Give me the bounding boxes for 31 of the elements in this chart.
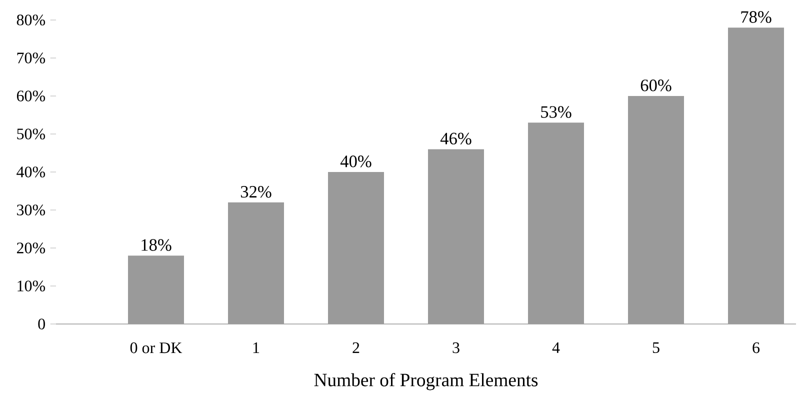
x-tick-label: 4: [552, 342, 560, 353]
y-tick-label: 0: [38, 318, 45, 330]
bar: [528, 122, 584, 324]
data-label: 46%: [440, 132, 472, 144]
y-tick-label: 20%: [16, 242, 46, 254]
data-label: 60%: [640, 80, 672, 92]
data-label: 18%: [142, 239, 172, 251]
x-tick-label: 6: [752, 342, 760, 354]
data-label: 32%: [240, 186, 272, 198]
y-tick-label: 50%: [17, 128, 46, 140]
data-label: 40%: [340, 156, 372, 168]
y-tick-label: 80%: [16, 14, 46, 26]
data-label: 53%: [541, 106, 572, 118]
y-tick-label: 60%: [16, 90, 46, 102]
bar: [428, 149, 484, 324]
bar: [628, 96, 684, 324]
bar: [228, 202, 284, 324]
data-label: 78%: [741, 11, 772, 23]
y-tick-label: 40%: [16, 166, 46, 178]
y-tick-label: 10%: [18, 280, 46, 292]
bar: [328, 172, 384, 324]
x-axis-title: Number of Program Elements: [314, 373, 538, 390]
x-tick-label: 2: [352, 342, 360, 353]
bar: [728, 28, 784, 324]
x-tick-label: 5: [652, 342, 660, 354]
y-tick-label: 70%: [17, 52, 46, 64]
x-tick-label: 0 or DK: [130, 342, 182, 354]
y-tick-label: 30%: [17, 204, 46, 216]
bar: [128, 256, 184, 324]
x-tick-label: 3: [452, 342, 460, 354]
x-tick-label: 1: [253, 342, 260, 353]
